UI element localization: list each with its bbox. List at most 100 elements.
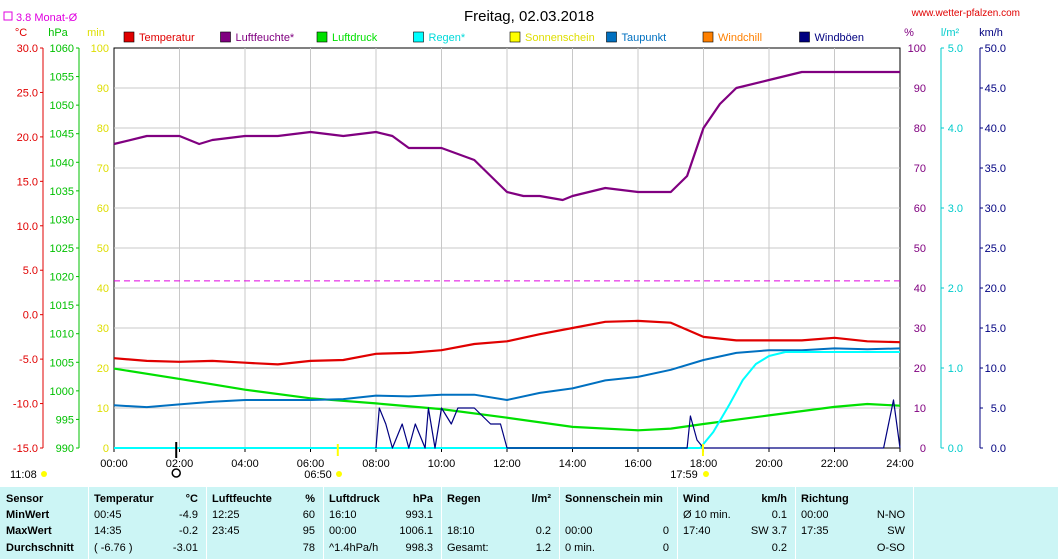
- stats-unit-wind: km/h: [761, 493, 787, 505]
- wind-tick-label: 40.0: [985, 123, 1006, 135]
- pressure-tick-label: 1025: [50, 243, 74, 255]
- legend-label: Windchill: [718, 32, 762, 44]
- stats-hum-value: 95: [302, 525, 315, 537]
- sun-icon: [41, 471, 47, 477]
- stats-temp-value: -4.9: [179, 509, 198, 521]
- wind-tick-label: 50.0: [985, 43, 1006, 55]
- stats-sun-value: 0: [662, 542, 669, 554]
- wind-tick-label: 20.0: [985, 283, 1006, 295]
- x-tick-label: 18:00: [690, 458, 718, 470]
- x-tick-label: 02:00: [166, 458, 194, 470]
- stats-row-label: MinWert: [6, 509, 50, 521]
- stats-temp-value: -0.2: [179, 525, 198, 537]
- stats-column-divider: [913, 487, 914, 559]
- legend-swatch: [316, 31, 328, 43]
- stats-column-divider: [677, 487, 678, 559]
- stats-table: Sensor MinWert MaxWert Durchschnitt Temperat…: [0, 487, 1058, 559]
- rain-unit: l/m²: [941, 27, 960, 39]
- stats-header-sensor: Sensor: [6, 493, 44, 505]
- series-line-regen: [114, 351, 900, 449]
- minutes-tick-label: 40: [97, 283, 109, 295]
- temp-unit: °C: [15, 27, 27, 39]
- stats-temp-time: 14:35: [94, 525, 122, 537]
- day-length-label: 11:08: [10, 469, 37, 481]
- rain-tick-label: 1.0: [948, 363, 963, 375]
- minutes-tick-label: 100: [91, 43, 109, 55]
- stats-sun-value: 0: [662, 525, 669, 537]
- x-tick-label: 14:00: [559, 458, 587, 470]
- stats-column-divider: [206, 487, 207, 559]
- temp-tick-label: 30.0: [17, 43, 38, 55]
- stats-hum-value: 78: [302, 542, 315, 554]
- minutes-unit: min: [87, 27, 105, 39]
- pressure-tick-label: 1055: [50, 72, 74, 84]
- wind-tick-label: 10.0: [985, 363, 1006, 375]
- wind-tick-label: 15.0: [985, 323, 1006, 335]
- temp-tick-label: 15.0: [17, 176, 38, 188]
- stats-press-time: 16:10: [329, 509, 357, 521]
- stats-rain-value: 1.2: [535, 542, 551, 554]
- stats-dir-value: SW: [887, 525, 905, 537]
- humidity-tick-label: 20: [914, 363, 926, 375]
- monthly-avg-label: 3.8 Monat-Ø: [16, 12, 78, 24]
- rain-tick-label: 4.0: [948, 123, 963, 135]
- legend-swatch: [702, 31, 714, 43]
- minutes-tick-label: 0: [103, 443, 109, 455]
- pressure-tick-label: 1000: [50, 386, 74, 398]
- stats-unit-temp: °C: [185, 493, 198, 505]
- minutes-tick-label: 60: [97, 203, 109, 215]
- pressure-tick-label: 1030: [50, 214, 74, 226]
- temp-tick-label: -5.0: [19, 354, 38, 366]
- wind-tick-label: 0.0: [991, 443, 1006, 455]
- x-tick-label: 00:00: [100, 458, 128, 470]
- site-link: www.wetter-pfalzen.com: [911, 8, 1020, 19]
- stats-column-divider: [559, 487, 560, 559]
- sun-icon: [336, 471, 342, 477]
- humidity-tick-label: 30: [914, 323, 926, 335]
- legend-label: Temperatur: [139, 32, 195, 44]
- stats-dir-time: 17:35: [801, 525, 829, 537]
- x-tick-label: 10:00: [428, 458, 456, 470]
- rain-tick-label: 5.0: [948, 43, 963, 55]
- minutes-tick-label: 20: [97, 363, 109, 375]
- legend-label: Sonnenschein: [525, 32, 595, 44]
- legend-label: Windböen: [815, 32, 865, 44]
- series-line-windben: [375, 399, 901, 449]
- stats-column-divider: [795, 487, 796, 559]
- legend-label: Taupunkt: [622, 32, 667, 44]
- x-tick-label: 20:00: [755, 458, 783, 470]
- humidity-tick-label: 10: [914, 403, 926, 415]
- x-tick-label: 24:00: [886, 458, 914, 470]
- rain-tick-label: 3.0: [948, 203, 963, 215]
- stats-sun-time: 0 min.: [565, 542, 595, 554]
- humidity-tick-label: 80: [914, 123, 926, 135]
- stats-column-divider: [88, 487, 89, 559]
- stats-sun-time: 00:00: [565, 525, 593, 537]
- humidity-tick-label: 60: [914, 203, 926, 215]
- pressure-tick-label: 1010: [50, 329, 74, 341]
- humidity-tick-label: 40: [914, 283, 926, 295]
- stats-hum-value: 60: [302, 509, 315, 521]
- stats-temp-value: -3.01: [172, 542, 198, 554]
- temp-tick-label: -15.0: [13, 443, 38, 455]
- stats-press-value: 993.1: [405, 509, 433, 521]
- stats-hum-time: 23:45: [212, 525, 240, 537]
- stats-row-label: Durchschnitt: [6, 542, 74, 554]
- pressure-tick-label: 995: [56, 414, 74, 426]
- stats-column-divider: [323, 487, 324, 559]
- pressure-tick-label: 1040: [50, 157, 74, 169]
- stats-header-press: Luftdruck: [329, 493, 380, 505]
- moon-icon: [171, 468, 181, 478]
- rain-tick-label: 2.0: [948, 283, 963, 295]
- pressure-tick-label: 1015: [50, 300, 74, 312]
- stats-row-label: MaxWert: [6, 525, 52, 537]
- minutes-tick-label: 50: [97, 243, 109, 255]
- minutes-tick-label: 70: [97, 163, 109, 175]
- weather-chart: Freitag, 02.03.2018 www.wetter-pfalzen.co…: [3, 8, 1020, 481]
- temp-tick-label: 5.0: [23, 265, 38, 277]
- temp-tick-label: 10.0: [17, 221, 38, 233]
- stats-unit-rain: l/m²: [531, 493, 551, 505]
- pressure-tick-label: 1050: [50, 100, 74, 112]
- legend-swatch: [509, 31, 521, 43]
- pressure-tick-label: 1060: [50, 43, 74, 55]
